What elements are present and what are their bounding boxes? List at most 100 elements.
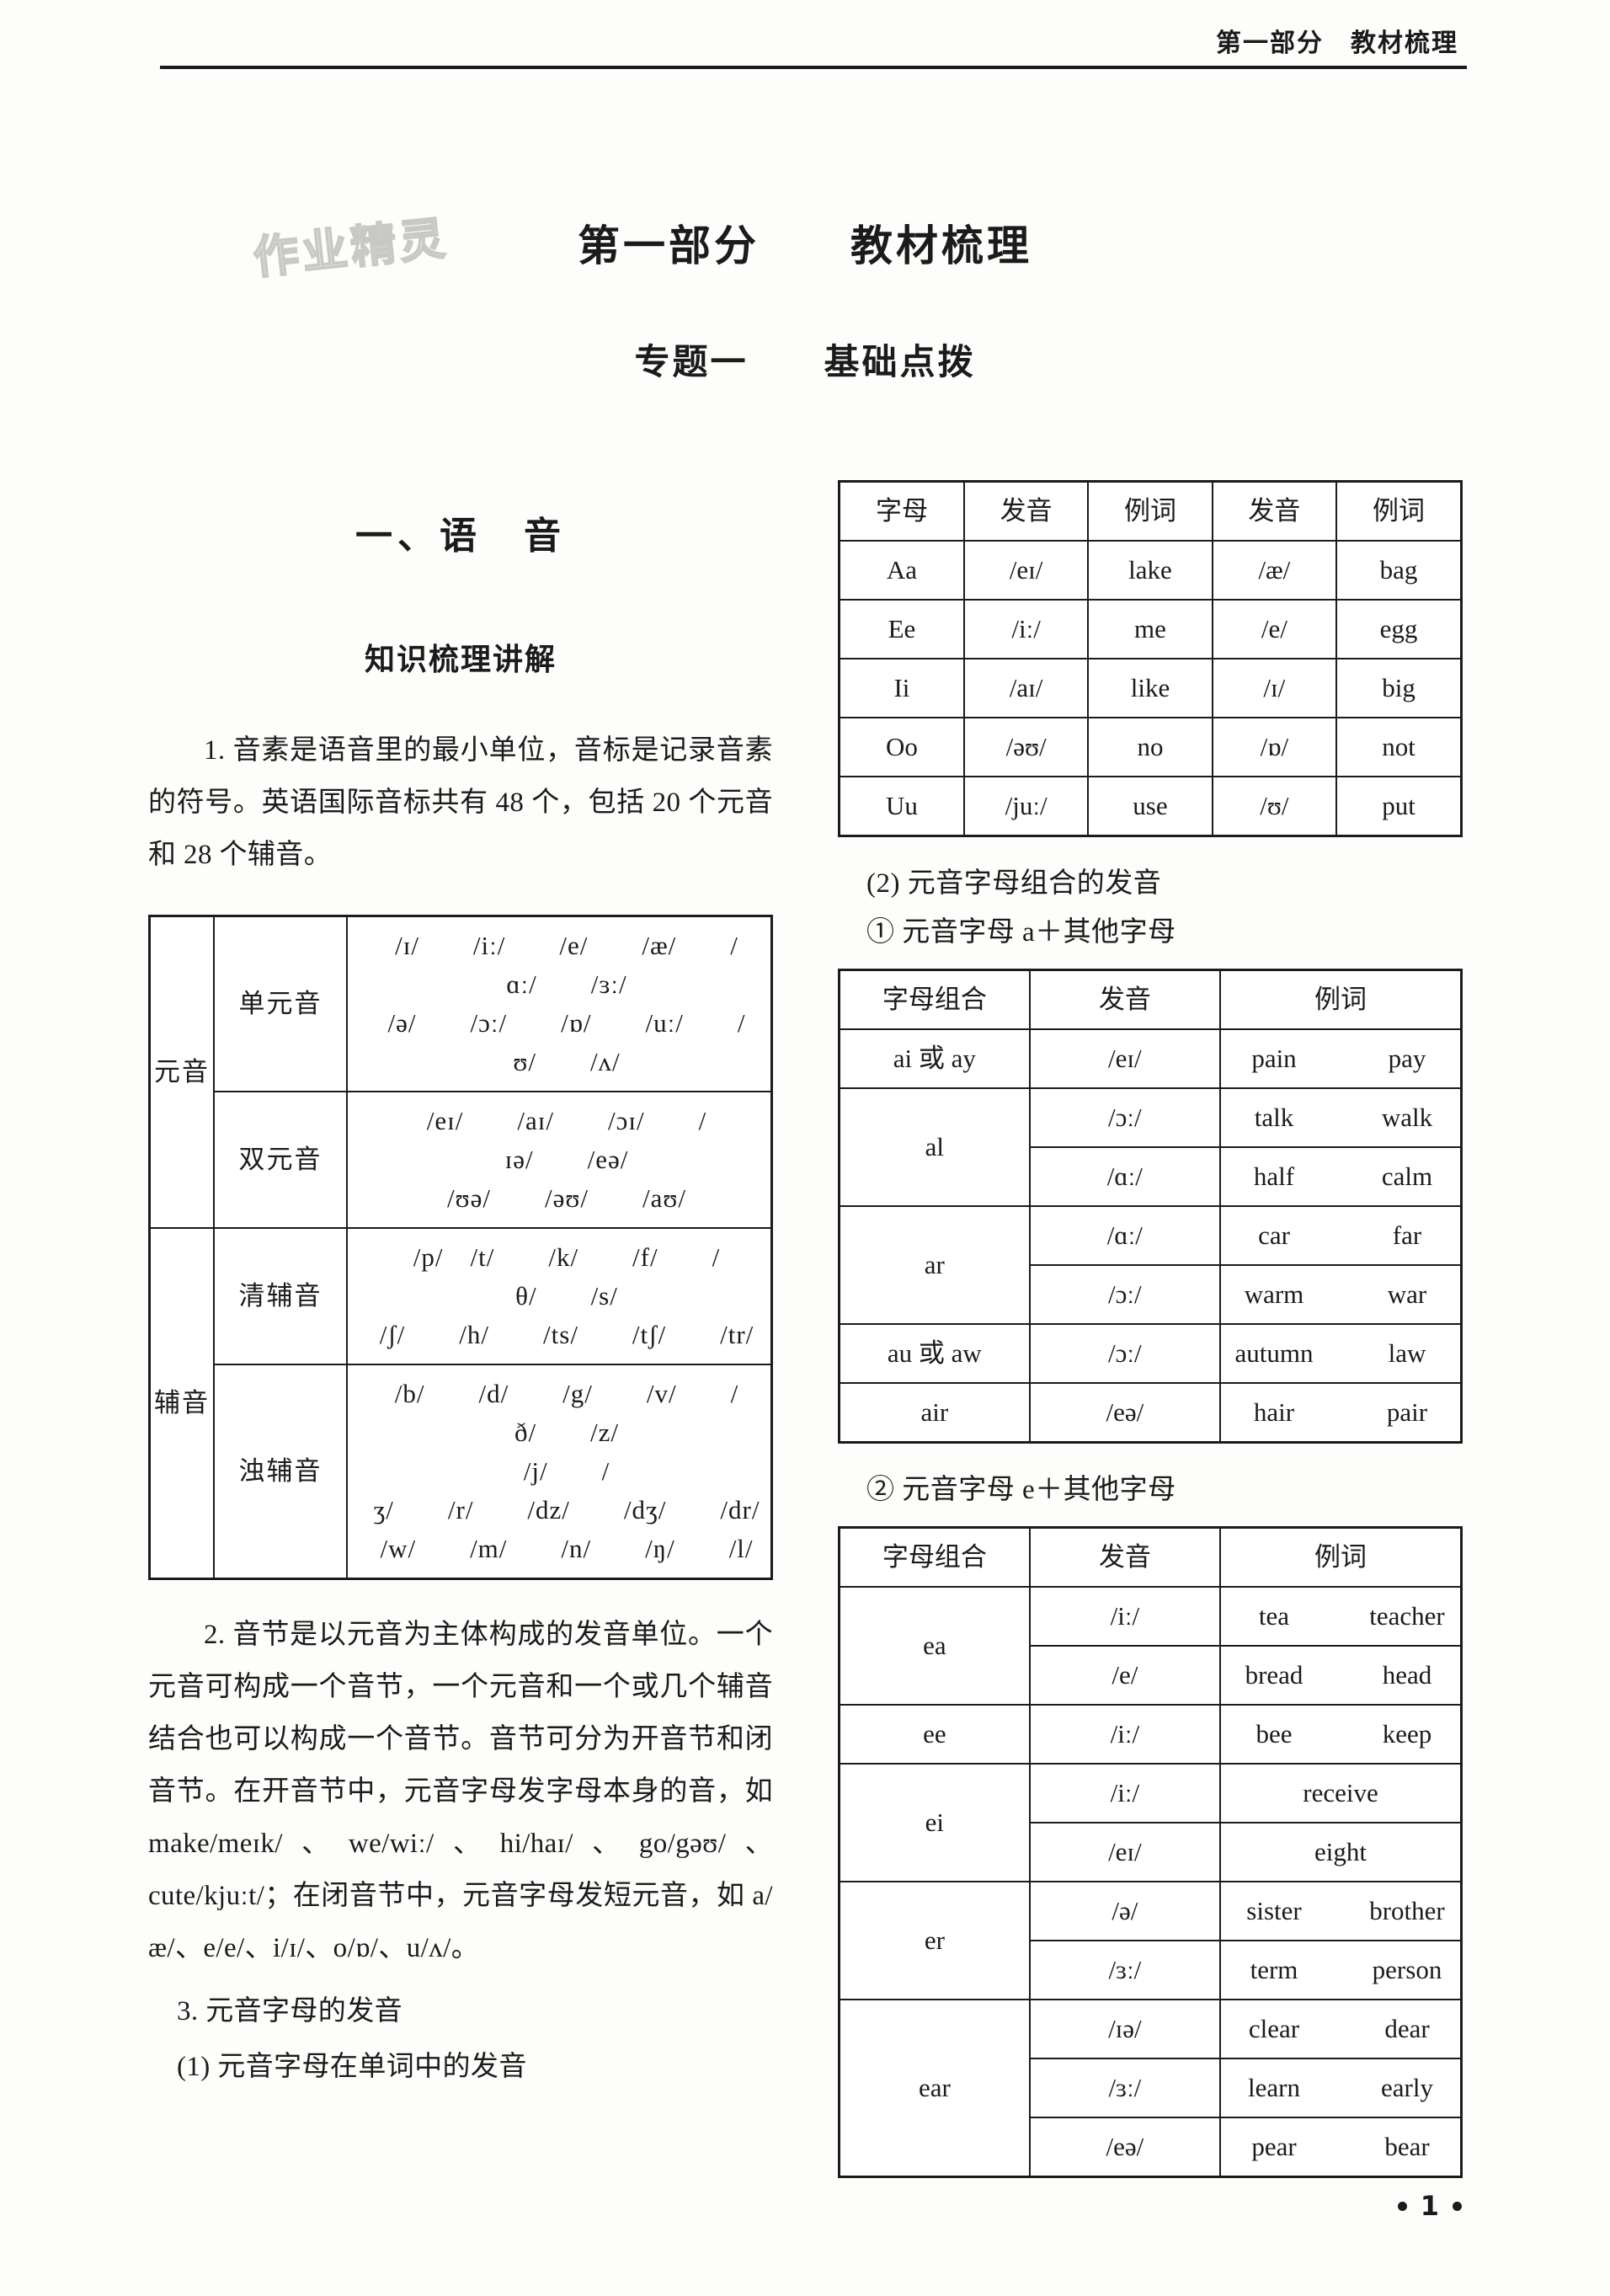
example-word: bear xyxy=(1384,2132,1430,2161)
example-word: dear xyxy=(1384,2014,1430,2043)
table-row: ea /iː/ tea teacher xyxy=(838,1586,1463,1706)
example-word: pear xyxy=(1251,2132,1297,2161)
table-row: ai 或 ay /eɪ/ pain pay xyxy=(838,1028,1463,1089)
table-row: ei /iː/ receive xyxy=(838,1763,1463,1882)
table-row: /ɔː/ warm war xyxy=(840,1264,1463,1325)
table-row: Ee /iː/ me /e/ egg xyxy=(838,599,1463,659)
paragraph-2: 2. 音节是以元音为主体构成的发音单位。一个元音可构成一个音节，一个元音和一个或… xyxy=(148,1620,773,1963)
left-column: 一、语 音 知识梳理讲解 1. 音素是语音里的最小单位，音标是记录音素的符号。英… xyxy=(148,505,773,2097)
table-row: /ɑː/ half calm xyxy=(840,1146,1463,1207)
example-word: war xyxy=(1387,1279,1427,1309)
example-word: far xyxy=(1392,1220,1422,1250)
footer-dot-right xyxy=(1453,2201,1462,2211)
example-ii-long: like xyxy=(1087,658,1213,718)
page-footer: 1 xyxy=(1397,2190,1462,2222)
col-letter-combo: 字母组合 xyxy=(838,969,1031,1030)
sound-ear-2: /ɜː/ xyxy=(1028,2058,1222,2118)
sound-oo-long: /əʊ/ xyxy=(962,717,1090,777)
table-row: Uu /juː/ use /ʊ/ put xyxy=(838,776,1463,837)
table-row: 双元音 /eɪ/ /aɪ/ /ɔɪ/ /ɪə/ /eə/ /ʊə/ /əʊ/ /a… xyxy=(150,1091,773,1229)
example-word: hair xyxy=(1253,1397,1295,1427)
example-uu-long: use xyxy=(1087,776,1213,837)
table-header-row: 字母 发音 例词 发音 例词 xyxy=(838,480,1463,542)
table-header-row: 字母组合 发音 例词 xyxy=(838,1526,1463,1588)
voiceless-line-1: /p/ /t/ /k/ /f/ /θ/ /s/ xyxy=(413,1242,721,1311)
example-word: person xyxy=(1372,1955,1442,1984)
col-sound-2: 发音 xyxy=(1211,480,1338,542)
example-word: early xyxy=(1381,2073,1433,2102)
example-uu-short: put xyxy=(1335,776,1463,837)
type-voiced: 浊辅音 xyxy=(213,1364,348,1580)
type-voiceless: 清辅音 xyxy=(213,1227,348,1365)
examples-ar-2: warm war xyxy=(1219,1264,1463,1325)
sound-ei-2: /eɪ/ xyxy=(1028,1822,1222,1882)
example-word: bee xyxy=(1255,1719,1293,1749)
examples-al-1: talk walk xyxy=(1219,1087,1463,1148)
example-oo-short: not xyxy=(1335,717,1463,777)
examples-ar-1: car far xyxy=(1219,1205,1463,1266)
sound-air: /eə/ xyxy=(1028,1382,1222,1444)
examples-ear-3: pear bear xyxy=(1219,2117,1463,2178)
combo-au-aw: au 或 aw xyxy=(838,1323,1031,1384)
combo-ear: ear xyxy=(838,1999,1031,2178)
sound-ear-1: /ɪə/ xyxy=(1028,1999,1222,2059)
running-header-title: 第一部分 教材梳理 xyxy=(1216,29,1458,58)
voiceless-symbols: /p/ /t/ /k/ /f/ /θ/ /s/ /ʃ/ /h/ /ts/ /tʃ/… xyxy=(346,1227,773,1365)
voiced-symbols: /b/ /d/ /g/ /v/ /ð/ /z/ /j/ /ʒ/ /r/ /dz/ … xyxy=(346,1364,773,1580)
combo-ai-ay: ai 或 ay xyxy=(838,1028,1031,1089)
example-word: keep xyxy=(1382,1719,1432,1749)
example-word: talk xyxy=(1254,1103,1294,1132)
example-oo-long: no xyxy=(1087,717,1213,777)
combo-air: air xyxy=(838,1382,1031,1444)
sound-er-1: /ə/ xyxy=(1028,1881,1222,1941)
section-heading-phonetics: 一、语 音 xyxy=(355,515,566,558)
example-ii-short: big xyxy=(1335,658,1463,718)
col-pronunciation: 发音 xyxy=(1028,1526,1222,1588)
sound-ar-2: /ɔː/ xyxy=(1028,1264,1222,1325)
table-row: Oo /əʊ/ no /ɒ/ not xyxy=(838,717,1463,777)
monophthong-line-2: /ə/ /ɔː/ /ɒ/ /uː/ /ʊ/ /ʌ/ xyxy=(387,1008,746,1076)
example-aa-long: lake xyxy=(1087,540,1213,601)
example-word: bread xyxy=(1245,1660,1303,1690)
combo-ea: ea xyxy=(838,1586,1031,1706)
table-row: Ii /aɪ/ like /ɪ/ big xyxy=(838,658,1463,718)
table-row: au 或 aw /ɔː/ autumn law xyxy=(838,1323,1463,1384)
letter-uu: Uu xyxy=(838,776,965,837)
examples-ei-1: receive xyxy=(1219,1763,1463,1823)
table-row: ear /ɪə/ clear dear xyxy=(838,1999,1463,2178)
combo-a-table: 字母组合 发音 例词 ai 或 ay /eɪ/ pain pay al /ɔː/ … xyxy=(838,969,1463,1444)
example-word: teacher xyxy=(1369,1601,1445,1631)
table-row: air /eə/ hair pair xyxy=(838,1382,1463,1444)
example-aa-short: bag xyxy=(1335,540,1463,601)
col-examples: 例词 xyxy=(1219,969,1463,1030)
sound-ar-1: /ɑː/ xyxy=(1028,1205,1222,1266)
header-rule xyxy=(160,66,1467,69)
combo-al: al xyxy=(838,1087,1031,1207)
running-header: 第一部分 教材梳理 xyxy=(160,22,1467,72)
table-row: 浊辅音 /b/ /d/ /g/ /v/ /ð/ /z/ /j/ /ʒ/ /r/ /… xyxy=(150,1364,773,1580)
label-vowel-combos: (2) 元音字母组合的发音 xyxy=(866,868,1162,899)
table-row: 元音 单元音 /ɪ/ /iː/ /e/ /æ/ /ɑː/ /ɜː/ /ə/ /ɔː… xyxy=(148,915,773,1229)
table-row: 辅音 清辅音 /p/ /t/ /k/ /f/ /θ/ /s/ /ʃ/ /h/ /t… xyxy=(148,1227,773,1580)
type-monophthong: 单元音 xyxy=(213,915,348,1092)
page-number: 1 xyxy=(1420,2190,1439,2222)
example-word: car xyxy=(1258,1220,1290,1250)
sound-ee-short: /e/ xyxy=(1211,599,1338,659)
phonetic-symbols-table: 元音 单元音 /ɪ/ /iː/ /e/ /æ/ /ɑː/ /ɜː/ /ə/ /ɔː… xyxy=(148,915,773,1580)
sound-ii-short: /ɪ/ xyxy=(1211,658,1338,718)
sound-ei-1: /iː/ xyxy=(1028,1763,1222,1823)
table-row: /ɜː/ term person xyxy=(840,1940,1463,2000)
col-pronunciation: 发音 xyxy=(1028,969,1222,1030)
diphthong-line-2: /ʊə/ /əʊ/ /aʊ/ xyxy=(447,1183,686,1213)
examples-ear-2: learn early xyxy=(1219,2058,1463,2118)
heading-3: 3. 元音字母的发音 xyxy=(177,1996,402,2026)
example-word: learn xyxy=(1248,2073,1300,2102)
example-word: law xyxy=(1388,1338,1426,1368)
sound-ee-long: /iː/ xyxy=(962,599,1090,659)
table-row: /e/ bread head xyxy=(840,1645,1463,1706)
category-vowel: 元音 xyxy=(148,915,215,1229)
col-letter: 字母 xyxy=(838,480,965,542)
sound-al-2: /ɑː/ xyxy=(1028,1146,1222,1207)
right-column: 字母 发音 例词 发音 例词 Aa /eɪ/ lake /æ/ bag Ee / xyxy=(838,480,1463,2178)
vowel-letters-table: 字母 发音 例词 发音 例词 Aa /eɪ/ lake /æ/ bag Ee / xyxy=(838,480,1463,837)
